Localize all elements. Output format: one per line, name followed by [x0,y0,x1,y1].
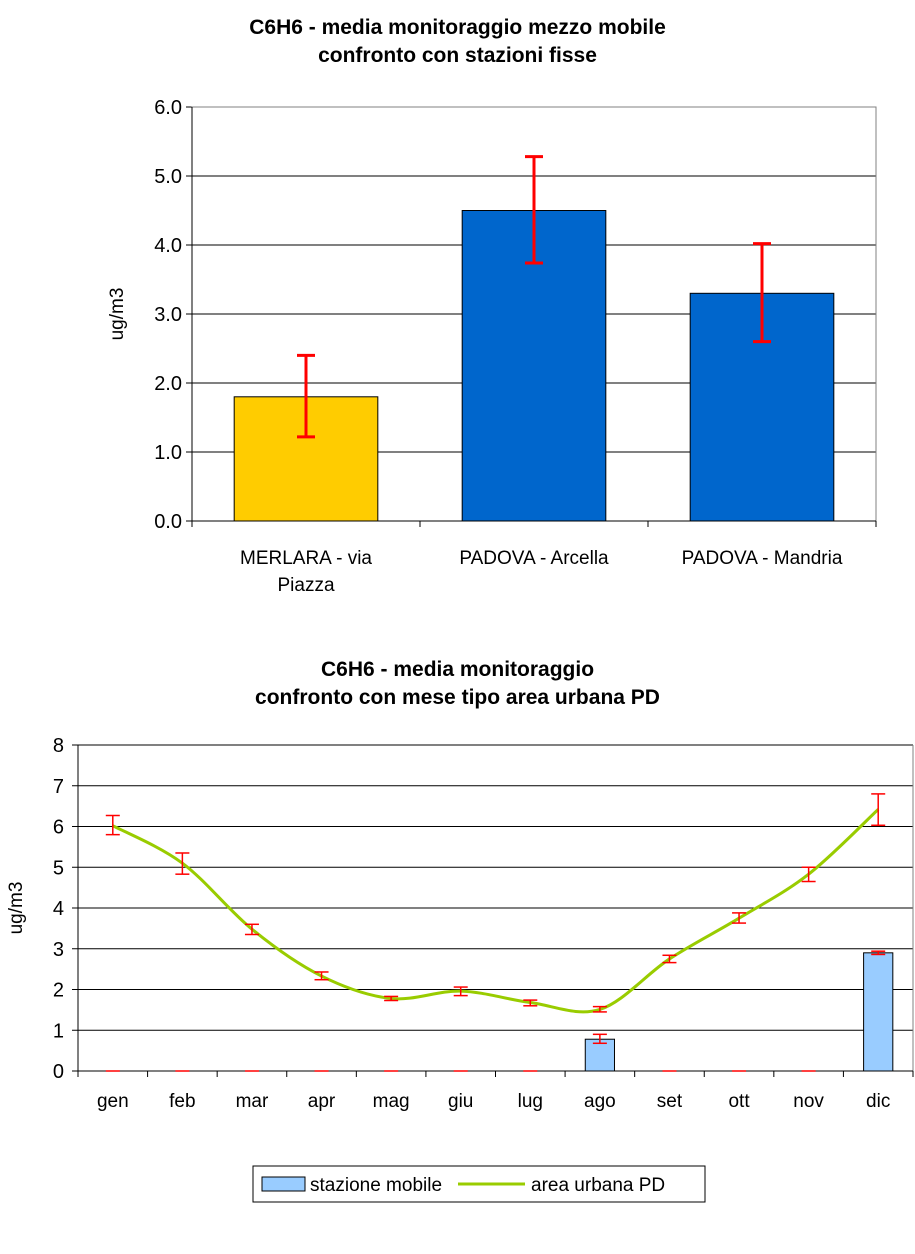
x-tick-label: PADOVA - Mandria [682,548,843,569]
x-tick-label: gen [97,1091,129,1112]
y-tick-label: 6.0 [154,97,182,119]
error-bar [244,923,259,936]
error-bar [297,353,315,439]
x-tick-label: dic [866,1091,890,1112]
y-axis-label: ug/m3 [107,288,128,341]
error-bar [871,793,886,827]
y-axis-label: ug/m3 [6,882,27,935]
y-tick-label: 3 [53,939,64,961]
chart-title: C6H6 - media monitoraggio confronto con … [0,656,915,712]
error-bar [525,155,543,265]
chart-title-line-1: C6H6 - media monitoraggio [320,658,595,681]
error-bar [384,995,399,1002]
error-bar [662,954,677,964]
error-bar [592,1005,607,1013]
y-tick-label: 2 [53,980,64,1002]
error-bar [871,950,886,956]
error-bar [314,971,329,981]
x-tick-label: lug [518,1091,543,1112]
x-tick-label: set [657,1091,683,1112]
error-bar [175,852,190,875]
x-tick-label: MERLARA - via [240,548,372,569]
x-tick-label: ago [584,1091,616,1112]
x-tick-label: feb [169,1091,195,1112]
y-tick-label: 7 [53,776,64,798]
legend-label: stazione mobile [310,1175,442,1196]
error-bar [592,1033,607,1045]
chart-mese-tipo: C6H6 - media monitoraggio confronto con … [0,630,915,1254]
chart-stazioni-fisse: C6H6 - media monitoraggio mezzo mobile c… [0,0,915,620]
y-tick-label: 4 [53,898,64,920]
y-tick-label: 4.0 [154,235,182,257]
x-tick-label: nov [793,1091,824,1112]
y-tick-label: 8 [53,735,64,757]
y-tick-label: 1 [53,1020,64,1042]
x-tick-label: Piazza [277,575,334,596]
x-tick-label: giu [448,1091,473,1112]
error-bar [732,912,747,924]
chart-title-line-1: C6H6 - media monitoraggio mezzo mobile [249,16,666,39]
y-tick-label: 5 [53,857,64,879]
y-tick-label: 6 [53,817,64,839]
bar [863,952,894,1072]
y-tick-label: 1.0 [154,442,182,464]
error-bar [801,866,816,883]
y-tick-label: 0.0 [154,511,182,533]
bar-chart-plot: 0.0 1.0 2.0 3.0 4.0 5.0 6.0 MERLARA - via Piazza… [107,97,877,596]
y-tick-label: 0 [53,1061,64,1083]
series-line [112,808,880,1014]
y-tick-label: 5.0 [154,166,182,188]
x-tick-label: PADOVA - Arcella [459,548,609,569]
legend-label: area urbana PD [531,1175,665,1196]
bar [584,1038,615,1072]
error-bar [753,242,771,344]
legend: stazione mobile area urbana PD [252,1165,706,1203]
chart-title-line-2: confronto con mese tipo area urbana PD [255,686,660,709]
error-bar [453,986,468,997]
x-tick-label: ott [728,1091,750,1112]
x-tick-label: mar [236,1091,269,1112]
error-bar [105,814,120,836]
bar-line-chart-plot: 0 1 2 3 4 5 6 7 8 gen feb mar apr mag giu lug ago set ott n… [6,735,914,1203]
legend-swatch-bar [261,1176,306,1192]
x-tick-label: apr [308,1091,336,1112]
chart-title-line-2: confronto con stazioni fisse [318,44,597,67]
y-tick-label: 3.0 [154,304,182,326]
chart-title: C6H6 - media monitoraggio mezzo mobile c… [0,14,915,70]
y-tick-label: 2.0 [154,373,182,395]
x-tick-label: mag [373,1091,410,1112]
error-bar [523,999,538,1007]
